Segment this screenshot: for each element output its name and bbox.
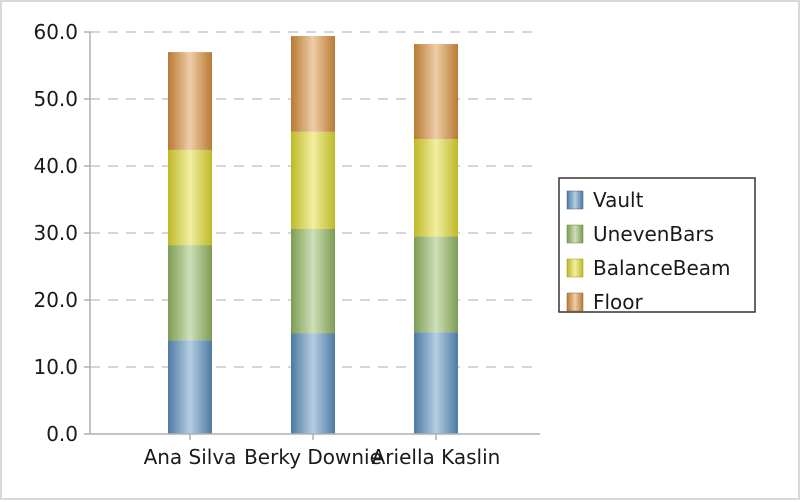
y-tick-label: 10.0 [33, 355, 78, 379]
x-category-label: Berky Downie [244, 445, 382, 469]
legend-swatch-vault [566, 190, 584, 210]
bar-unevenbars-berky-downie [291, 228, 335, 334]
bar-unevenbars-ana-silva [168, 245, 212, 341]
y-tick-label: 20.0 [33, 288, 78, 312]
y-tick-label: 0.0 [46, 422, 78, 446]
bar-vault-ana-silva [168, 340, 212, 434]
legend-label-floor: Floor [593, 290, 644, 314]
y-tick-label: 50.0 [33, 87, 78, 111]
legend-label-unevenbars: UnevenBars [593, 222, 714, 246]
bar-balancebeam-berky-downie [291, 131, 335, 229]
y-tick-label: 60.0 [33, 20, 78, 44]
bars [168, 36, 458, 434]
bar-balancebeam-ariella-kaslin [414, 139, 458, 237]
legend-swatch-unevenbars [566, 224, 584, 244]
y-tick-labels: 0.0 10.0 20.0 30.0 40.0 50.0 60.0 [33, 20, 78, 446]
bar-floor-berky-downie [291, 36, 335, 132]
bar-floor-ana-silva [168, 52, 212, 150]
bar-vault-ariella-kaslin [414, 332, 458, 434]
axes [89, 32, 540, 440]
y-tick-label: 40.0 [33, 154, 78, 178]
legend-label-vault: Vault [593, 188, 644, 212]
y-tick-label: 30.0 [33, 221, 78, 245]
legend-label-balancebeam: BalanceBeam [593, 256, 731, 280]
legend-swatch-floor [566, 292, 584, 312]
bar-floor-ariella-kaslin [414, 44, 458, 140]
bar-balancebeam-ana-silva [168, 149, 212, 246]
x-category-label: Ana Silva [144, 445, 237, 469]
legend: Vault UnevenBars BalanceBeam Floor [558, 177, 756, 314]
legend-box [558, 177, 756, 313]
legend-swatch-balancebeam [566, 258, 584, 278]
bar-vault-berky-downie [291, 333, 335, 434]
bar-unevenbars-ariella-kaslin [414, 236, 458, 333]
x-category-label: Ariella Kaslin [372, 445, 501, 469]
